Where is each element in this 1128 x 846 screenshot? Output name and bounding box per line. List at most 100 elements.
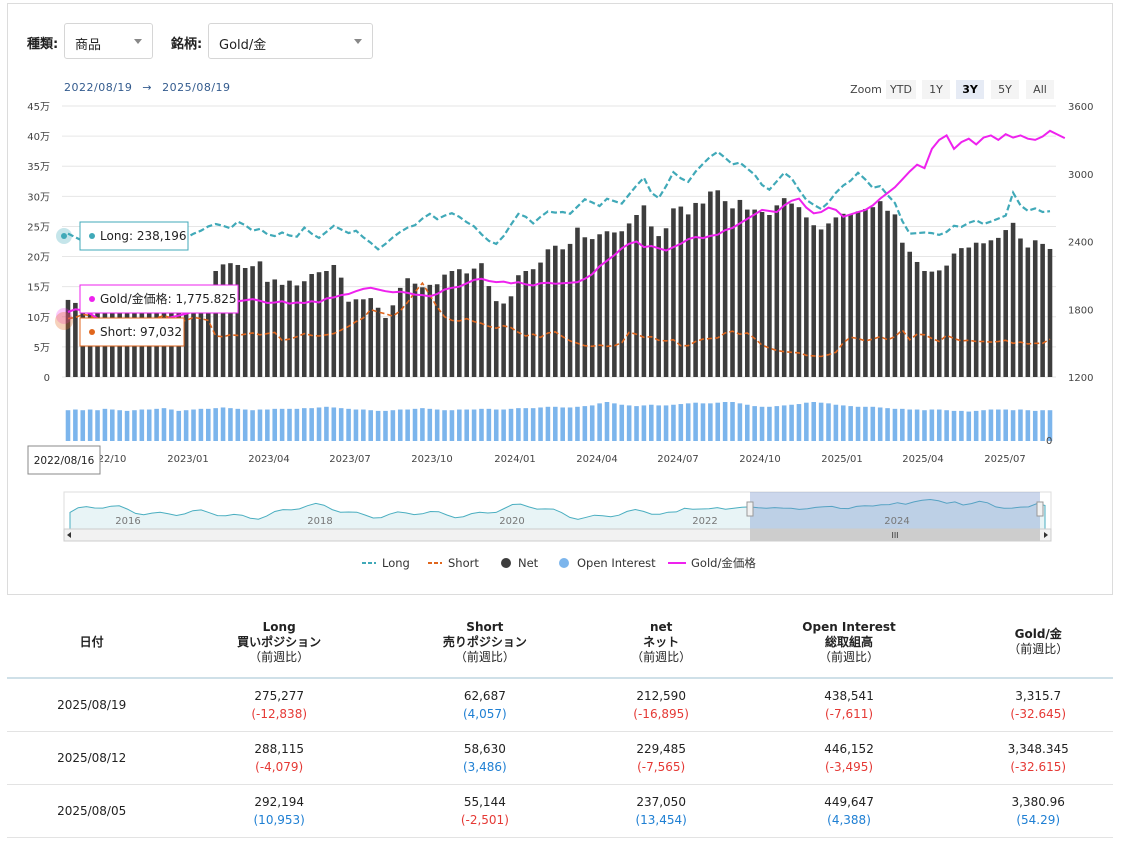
open-interest-bar[interactable] (582, 406, 588, 441)
open-interest-bar[interactable] (235, 408, 241, 441)
open-interest-bar[interactable] (877, 407, 883, 441)
zoom-ytd-button[interactable]: YTD (886, 80, 916, 99)
net-bar[interactable] (205, 285, 211, 377)
net-bar[interactable] (840, 213, 846, 377)
open-interest-bar[interactable] (523, 408, 529, 441)
net-bar[interactable] (774, 205, 780, 377)
open-interest-bar[interactable] (405, 409, 410, 441)
open-interest-bar[interactable] (693, 402, 698, 441)
net-bar[interactable] (538, 262, 543, 377)
net-bar[interactable] (324, 271, 329, 377)
net-bar[interactable] (309, 274, 314, 377)
open-interest-bar[interactable] (656, 405, 661, 441)
navigator-selection[interactable] (750, 492, 1040, 530)
zoom-all-button[interactable]: All (1026, 80, 1054, 99)
net-bar[interactable] (560, 249, 565, 377)
net-bar[interactable] (390, 305, 396, 377)
net-bar[interactable] (493, 301, 499, 377)
net-bar[interactable] (575, 227, 580, 377)
legend-item-gold[interactable]: Gold/金価格 (668, 556, 756, 570)
open-interest-bar[interactable] (161, 408, 167, 441)
open-interest-bar[interactable] (634, 406, 639, 441)
net-bar[interactable] (781, 198, 787, 377)
net-bar[interactable] (973, 242, 979, 377)
net-bar[interactable] (929, 271, 935, 377)
net-bar[interactable] (346, 301, 351, 377)
open-interest-bar[interactable] (804, 402, 809, 441)
open-interest-bar[interactable] (737, 403, 743, 441)
open-interest-bar[interactable] (663, 405, 669, 441)
open-interest-bar[interactable] (811, 402, 817, 441)
net-bar[interactable] (848, 214, 853, 377)
net-bar[interactable] (959, 248, 964, 377)
open-interest-bar[interactable] (781, 405, 787, 441)
range-to[interactable]: 2025/08/19 (162, 81, 231, 94)
open-interest-bar[interactable] (124, 410, 130, 441)
net-bar[interactable] (250, 266, 255, 377)
net-bar[interactable] (375, 307, 381, 377)
net-bar[interactable] (523, 271, 529, 377)
zoom-5y-button[interactable]: 5Y (991, 80, 1019, 99)
open-interest-bar[interactable] (700, 403, 706, 441)
net-bar[interactable] (981, 243, 986, 377)
net-bar[interactable] (220, 264, 226, 377)
open-interest-bar[interactable] (375, 410, 381, 441)
net-bar[interactable] (885, 210, 890, 377)
net-bar[interactable] (936, 270, 942, 377)
net-bar[interactable] (501, 303, 506, 377)
net-bar[interactable] (634, 215, 639, 377)
net-bar[interactable] (767, 215, 772, 377)
net-bar[interactable] (272, 279, 278, 377)
open-interest-bar[interactable] (1018, 409, 1023, 441)
open-interest-bar[interactable] (73, 409, 78, 441)
open-interest-bar[interactable] (545, 406, 551, 441)
net-bar[interactable] (279, 284, 285, 377)
open-interest-bar[interactable] (767, 406, 772, 441)
net-bar[interactable] (530, 269, 536, 377)
net-bar[interactable] (789, 203, 794, 377)
open-interest-bar[interactable] (575, 406, 580, 441)
range-from[interactable]: 2022/08/19 (64, 81, 133, 94)
net-bar[interactable] (486, 286, 492, 377)
net-bar[interactable] (626, 223, 632, 377)
net-bar[interactable] (368, 298, 374, 377)
open-interest-bar[interactable] (383, 410, 388, 441)
open-interest-bar[interactable] (139, 409, 145, 441)
net-bar[interactable] (700, 203, 706, 377)
open-interest-bar[interactable] (885, 408, 890, 441)
open-interest-bar[interactable] (715, 402, 721, 441)
scroll-left-arrow-icon[interactable] (67, 532, 71, 538)
symbol-select[interactable]: Gold/金 (208, 23, 373, 59)
net-bar[interactable] (442, 274, 447, 377)
open-interest-bar[interactable] (840, 405, 846, 441)
net-bar[interactable] (471, 268, 477, 377)
open-interest-bar[interactable] (678, 404, 684, 441)
net-bar[interactable] (708, 191, 713, 377)
open-interest-bar[interactable] (671, 404, 676, 441)
open-interest-bar[interactable] (316, 407, 322, 441)
open-interest-bar[interactable] (132, 410, 137, 441)
open-interest-bar[interactable] (368, 410, 374, 441)
net-bar[interactable] (619, 231, 625, 377)
open-interest-bar[interactable] (708, 403, 713, 441)
open-interest-bar[interactable] (228, 408, 233, 441)
open-interest-bar[interactable] (80, 410, 86, 441)
open-interest-bar[interactable] (759, 406, 765, 441)
net-bar[interactable] (183, 297, 189, 377)
net-bar[interactable] (545, 249, 551, 377)
legend-item-open-interest[interactable]: Open Interest (559, 556, 656, 570)
open-interest-bar[interactable] (951, 410, 957, 441)
open-interest-bar[interactable] (1032, 410, 1038, 441)
net-bar[interactable] (242, 267, 248, 377)
open-interest-bar[interactable] (397, 409, 403, 441)
open-interest-bar[interactable] (619, 404, 625, 441)
net-bar[interactable] (508, 296, 514, 377)
open-interest-bar[interactable] (338, 408, 344, 441)
net-bar[interactable] (730, 208, 735, 377)
net-bar[interactable] (567, 243, 573, 377)
net-bar[interactable] (589, 239, 595, 377)
open-interest-bar[interactable] (597, 403, 602, 441)
open-interest-bar[interactable] (301, 408, 307, 441)
net-bar[interactable] (457, 269, 462, 377)
open-interest-bar[interactable] (1010, 410, 1016, 441)
